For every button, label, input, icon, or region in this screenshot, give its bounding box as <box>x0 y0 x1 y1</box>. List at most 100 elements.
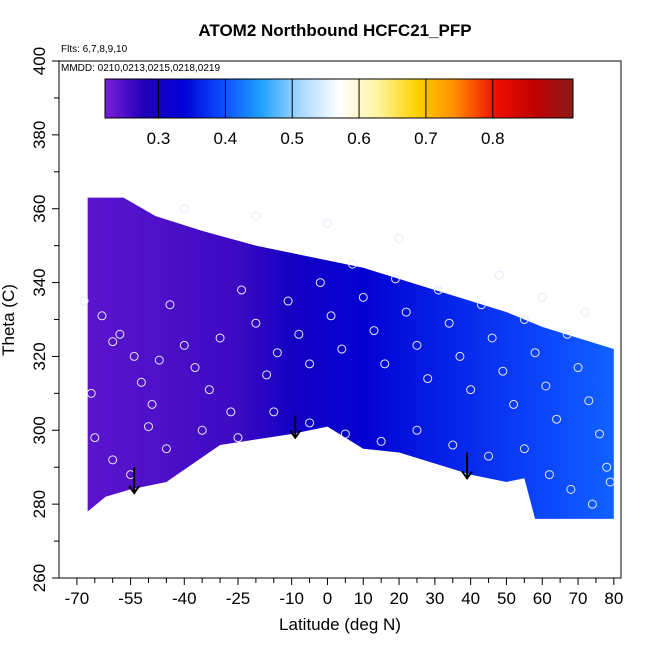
sample-point <box>136 377 146 387</box>
sample-point <box>544 470 554 480</box>
sample-point <box>262 370 272 380</box>
sample-point <box>294 329 304 339</box>
sample-point <box>340 429 350 439</box>
sample-point <box>476 300 486 310</box>
sample-point <box>179 204 189 214</box>
sample-point <box>595 429 605 439</box>
sample-point <box>197 425 207 435</box>
sample-point <box>380 359 390 369</box>
sample-point <box>90 433 100 443</box>
sample-point <box>154 355 164 365</box>
x-tick-label: 40 <box>461 589 480 608</box>
sample-point <box>358 292 368 302</box>
x-tick-label: 80 <box>604 589 623 608</box>
sample-point <box>322 218 332 228</box>
sample-point <box>394 233 404 243</box>
sample-point <box>108 455 118 465</box>
y-axis-label: Theta (C) <box>0 284 18 356</box>
sample-point <box>251 318 261 328</box>
y-tick-label: 300 <box>30 416 49 444</box>
sample-point <box>530 348 540 358</box>
field-area <box>87 197 614 519</box>
sample-point <box>587 499 597 509</box>
sample-point <box>552 414 562 424</box>
colorbar-tick-label: 0.7 <box>414 129 438 148</box>
sample-point <box>509 399 519 409</box>
sample-point <box>129 351 139 361</box>
sample-point <box>79 296 89 306</box>
sample-point <box>305 418 315 428</box>
y-tick-label: 360 <box>30 195 49 223</box>
sample-point <box>237 285 247 295</box>
y-tick-label: 260 <box>30 564 49 592</box>
sample-point <box>326 311 336 321</box>
x-tick-label: -40 <box>172 589 197 608</box>
x-tick-label: 50 <box>497 589 516 608</box>
sample-point <box>272 348 282 358</box>
sample-point <box>580 307 590 317</box>
x-tick-label: -55 <box>118 589 143 608</box>
sample-point <box>369 326 379 336</box>
sample-point <box>179 340 189 350</box>
sample-point <box>541 381 551 391</box>
sample-point <box>143 422 153 432</box>
sample-point <box>161 444 171 454</box>
sample-point <box>466 385 476 395</box>
flight-arrow <box>289 415 302 440</box>
sample-point <box>337 344 347 354</box>
dates-annotation: MMDD: 0210,0213,0215,0218,0219 <box>61 63 220 74</box>
sample-point <box>315 278 325 288</box>
x-tick-label: -25 <box>226 589 251 608</box>
sample-point <box>412 340 422 350</box>
sample-point <box>97 311 107 321</box>
sample-point <box>433 285 443 295</box>
x-axis: -70 -55 -40 -25 -10 0 10 20 30 40 50 60 70 80 <box>65 578 623 608</box>
sample-point <box>348 259 358 269</box>
colorbar-tick-label: 0.4 <box>214 129 238 148</box>
sample-point <box>215 333 225 343</box>
colorbar-tick-label: 0.6 <box>347 129 371 148</box>
y-tick-label: 380 <box>30 121 49 149</box>
sample-point <box>115 329 125 339</box>
sample-point <box>204 385 214 395</box>
sample-point <box>498 366 508 376</box>
y-tick-label: 280 <box>30 490 49 518</box>
sample-point <box>562 329 572 339</box>
sample-point <box>390 274 400 284</box>
x-tick-label: 60 <box>533 589 552 608</box>
sample-point <box>233 433 243 443</box>
y-tick-label: 400 <box>30 47 49 75</box>
flight-arrow <box>128 467 140 495</box>
sample-point <box>165 300 175 310</box>
x-tick-label: 10 <box>354 589 373 608</box>
sample-point <box>484 451 494 461</box>
x-tick-label: 20 <box>390 589 409 608</box>
colorbar-tick-label: 0.5 <box>280 129 304 148</box>
y-tick-label: 320 <box>30 342 49 370</box>
flights-annotation: Flts: 6,7,8,9,10 <box>61 44 128 55</box>
sample-point <box>519 315 529 324</box>
sample-point <box>566 484 576 494</box>
sample-point <box>283 296 293 306</box>
x-tick-label: 30 <box>425 589 444 608</box>
sample-point <box>448 440 458 450</box>
sample-point <box>376 436 386 446</box>
sample-point <box>494 270 504 280</box>
colorbar <box>104 78 574 119</box>
sample-point <box>519 444 529 454</box>
sample-point <box>605 477 615 487</box>
sample-points <box>79 204 615 509</box>
chart-title: ATOM2 Northbound HCFC21_PFP <box>198 21 471 40</box>
sample-point <box>602 462 612 472</box>
sample-point <box>455 351 465 361</box>
flight-arrow <box>461 452 473 481</box>
y-axis: 260 280 300 320 340 360 380 400 <box>30 47 59 592</box>
sample-point <box>412 425 422 435</box>
sample-point <box>305 359 315 369</box>
sample-point <box>251 211 261 221</box>
x-axis-label: Latitude (deg N) <box>279 615 401 634</box>
sample-point <box>86 388 96 398</box>
sample-point <box>401 307 411 317</box>
concentration-field <box>87 197 614 519</box>
